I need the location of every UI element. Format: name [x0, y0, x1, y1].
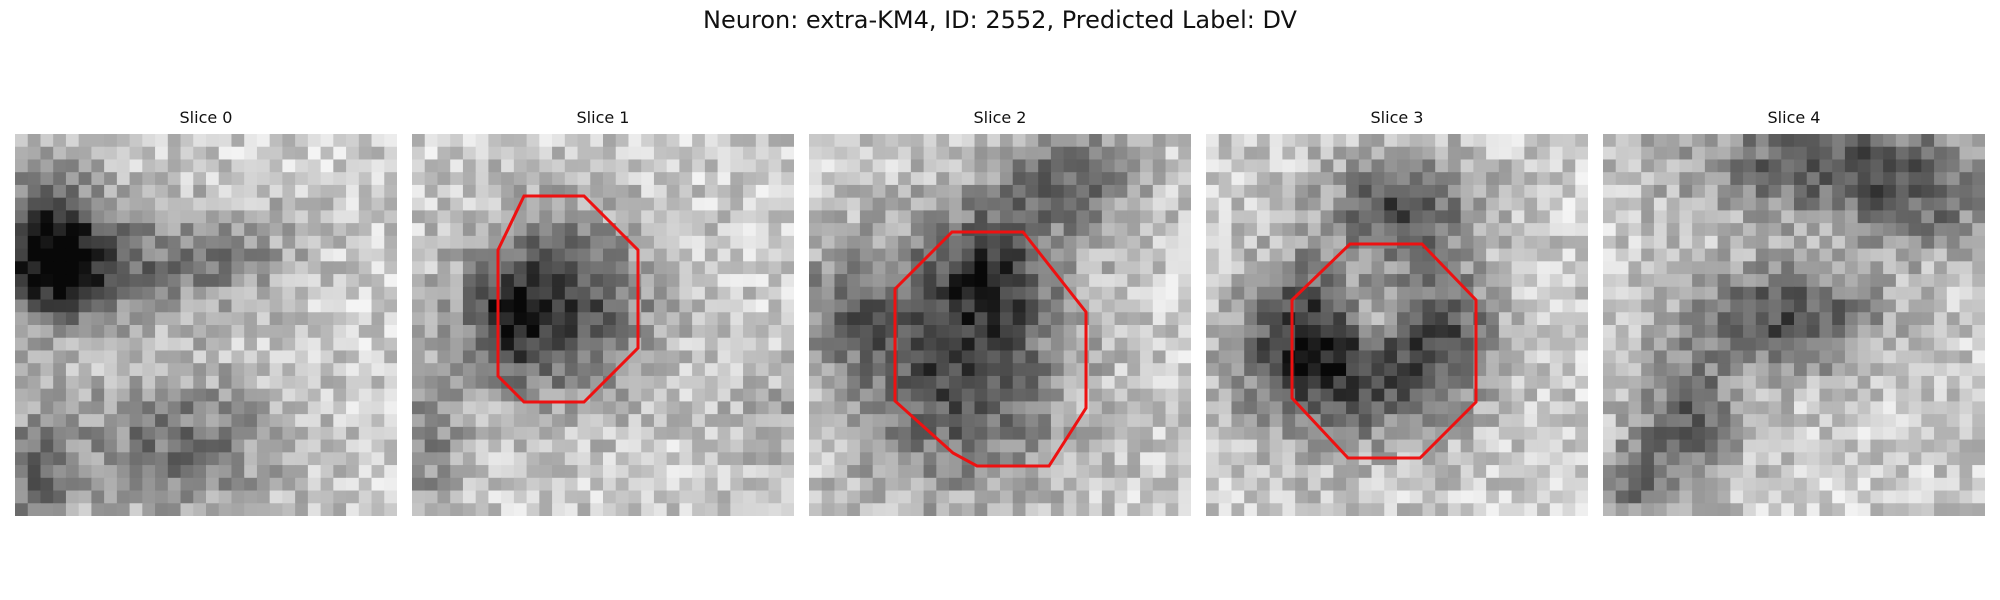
slice-0-title: Slice 0	[179, 108, 233, 127]
figure-title: Neuron: extra-KM4, ID: 2552, Predicted L…	[703, 6, 1297, 34]
slice-2-image	[809, 134, 1191, 516]
slice-1-image	[412, 134, 794, 516]
slice-0-image	[15, 134, 397, 516]
roi-octagon-outline	[496, 194, 640, 404]
roi-octagon-outline	[893, 230, 1088, 468]
slice-3-title: Slice 3	[1370, 108, 1424, 127]
slice-2-title: Slice 2	[973, 108, 1027, 127]
slice-4-title: Slice 4	[1767, 108, 1821, 127]
slice-3-image	[1206, 134, 1588, 516]
slice-4-image	[1603, 134, 1985, 516]
roi-octagon-outline	[1290, 242, 1478, 460]
slice-1-title: Slice 1	[576, 108, 630, 127]
